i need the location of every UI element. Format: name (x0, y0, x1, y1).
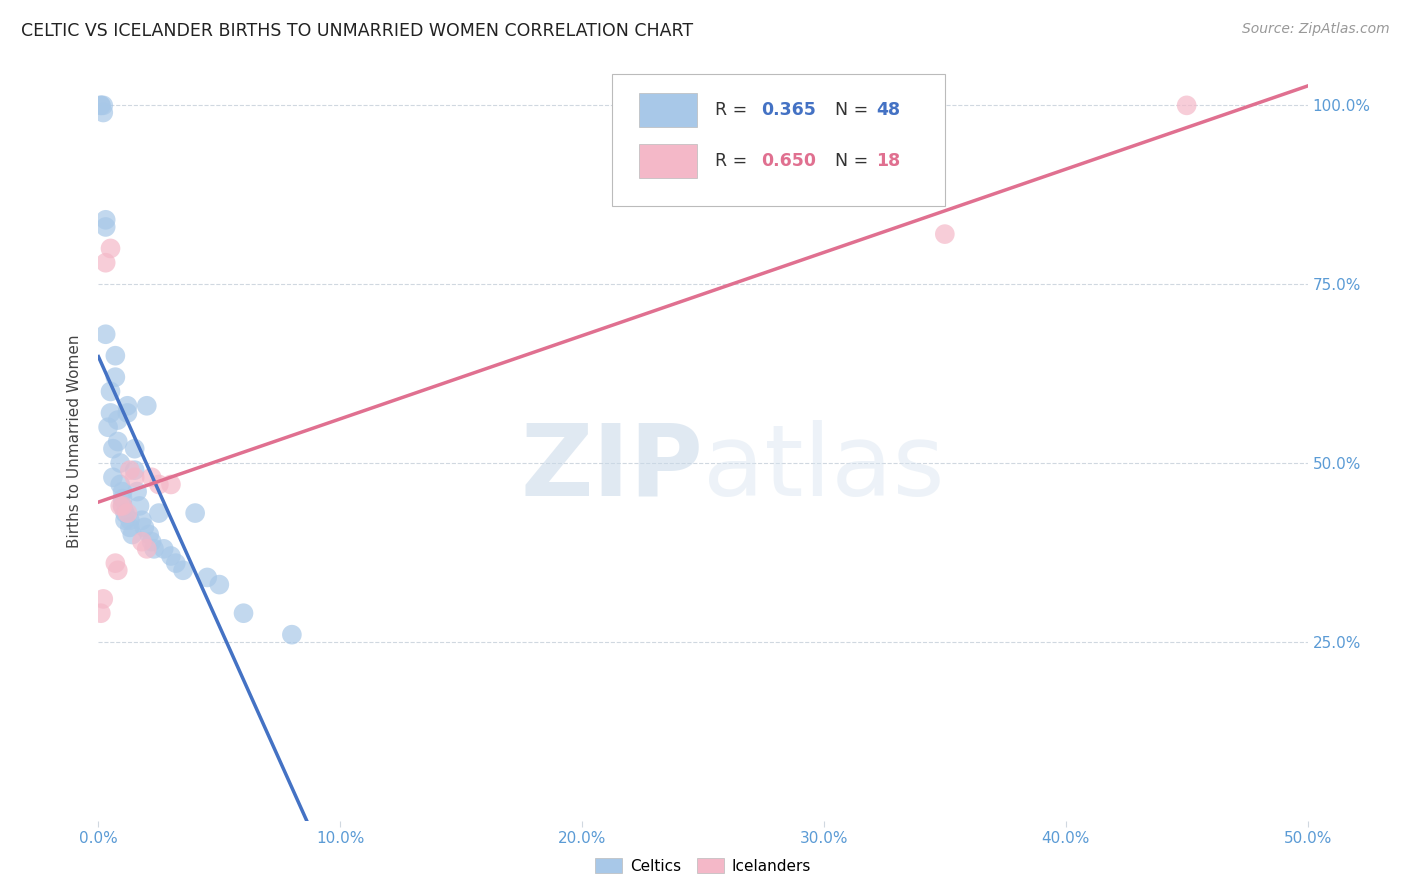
Point (118, 463, 141, 477)
Point (135, 541, 157, 556)
Point (208, 577, 231, 591)
Text: R =: R = (716, 152, 752, 170)
Text: N =: N = (824, 152, 873, 170)
Point (131, 513, 153, 527)
Point (134, 520, 156, 534)
Text: 0.365: 0.365 (761, 101, 815, 120)
Text: 0.650: 0.650 (761, 152, 815, 170)
Point (160, 477, 183, 491)
Point (91, 98, 114, 112)
Point (107, 413, 129, 427)
Point (124, 442, 146, 456)
Point (131, 534, 153, 549)
Point (281, 628, 304, 642)
Point (141, 470, 163, 484)
Point (91, 591, 114, 606)
Point (100, 406, 122, 420)
Point (104, 349, 127, 363)
Point (90, 606, 112, 620)
Point (160, 549, 183, 563)
Point (165, 556, 187, 570)
Text: 48: 48 (876, 101, 900, 120)
Text: atlas: atlas (703, 419, 945, 516)
Text: N =: N = (824, 101, 873, 120)
Point (108, 499, 131, 513)
Text: Source: ZipAtlas.com: Source: ZipAtlas.com (1241, 22, 1389, 37)
Point (100, 241, 122, 255)
Point (114, 506, 136, 520)
Point (141, 534, 163, 549)
Point (232, 606, 254, 620)
Point (97, 420, 120, 434)
Point (114, 513, 136, 527)
Text: 18: 18 (876, 152, 900, 170)
Text: R =: R = (716, 101, 752, 120)
Legend: Celtics, Icelanders: Celtics, Icelanders (589, 852, 817, 880)
Point (124, 470, 146, 484)
Point (108, 477, 131, 491)
FancyBboxPatch shape (613, 74, 945, 207)
Point (184, 506, 207, 520)
Point (91, 105, 114, 120)
Point (104, 556, 127, 570)
Point (121, 527, 143, 541)
Text: ZIP: ZIP (520, 419, 703, 516)
Point (101, 470, 124, 484)
Point (108, 456, 131, 470)
Point (124, 463, 146, 477)
Point (90, 98, 112, 112)
Point (135, 399, 157, 413)
FancyBboxPatch shape (638, 93, 697, 128)
Point (117, 406, 139, 420)
Point (128, 499, 150, 513)
Point (117, 506, 139, 520)
Point (127, 484, 149, 499)
Point (1175, 98, 1198, 112)
Point (107, 434, 129, 449)
Point (152, 541, 174, 556)
Point (107, 563, 129, 577)
Point (934, 227, 956, 241)
Point (172, 563, 194, 577)
Text: CELTIC VS ICELANDER BIRTHS TO UNMARRIED WOMEN CORRELATION CHART: CELTIC VS ICELANDER BIRTHS TO UNMARRIED … (21, 22, 693, 40)
Point (104, 370, 127, 384)
Point (138, 527, 160, 541)
Point (195, 570, 218, 584)
Point (94, 212, 117, 227)
Point (111, 499, 134, 513)
Point (94, 219, 117, 234)
Point (94, 327, 117, 342)
Point (148, 477, 170, 491)
Point (143, 541, 166, 556)
Point (101, 442, 124, 456)
Point (90, 98, 112, 112)
Point (117, 399, 139, 413)
Point (111, 499, 134, 513)
Point (118, 513, 141, 527)
FancyBboxPatch shape (638, 144, 697, 178)
Point (111, 491, 134, 506)
Y-axis label: Births to Unmarried Women: Births to Unmarried Women (67, 334, 83, 549)
Point (94, 256, 117, 270)
Point (100, 384, 122, 399)
Point (118, 520, 141, 534)
Point (111, 484, 134, 499)
Point (148, 506, 170, 520)
